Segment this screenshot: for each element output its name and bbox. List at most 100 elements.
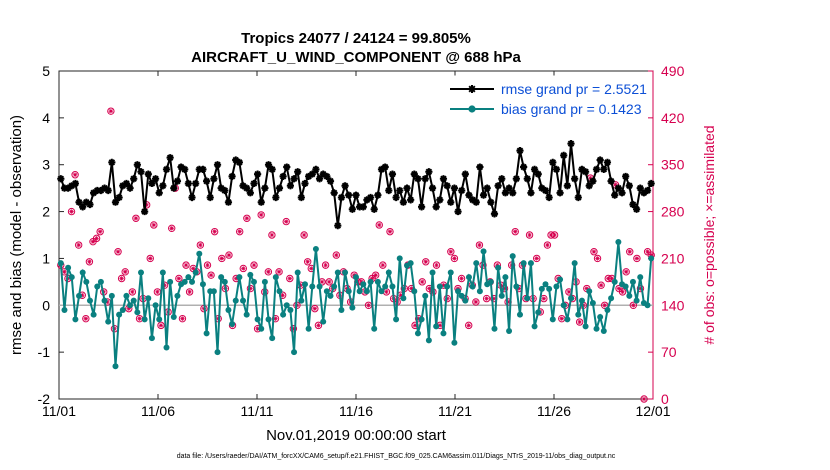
bias-point — [411, 288, 418, 295]
rmse-point — [447, 198, 455, 206]
obs-point-cross — [255, 326, 260, 331]
bias-point — [506, 328, 513, 335]
obs-point-cross — [287, 276, 293, 281]
rmse-point — [501, 189, 510, 197]
obs-point-cross — [83, 316, 89, 321]
bias-point — [119, 306, 126, 313]
obs-point-cross — [273, 316, 278, 321]
obs-point-cross — [366, 303, 371, 308]
obs-point-cross — [312, 306, 318, 311]
rmse-point — [421, 175, 429, 183]
obs-point-cross — [126, 306, 131, 311]
obs-point-cross — [577, 319, 582, 325]
obs-point-cross — [319, 279, 325, 285]
bias-point — [462, 297, 469, 304]
obs-point-cross — [477, 242, 482, 248]
obs-point — [271, 314, 280, 323]
bias-point — [414, 330, 421, 337]
bias-point — [615, 239, 622, 246]
obs-point — [590, 248, 598, 256]
rmse-series — [57, 140, 655, 230]
obs-point-cross — [233, 276, 239, 281]
bias-point — [513, 283, 520, 290]
obs-point-cross — [423, 259, 428, 264]
obs-point — [447, 248, 455, 256]
obs-point — [633, 254, 641, 263]
bias-point — [557, 276, 564, 283]
obs-point-cross — [122, 269, 128, 275]
y-tick-label: 5 — [42, 63, 50, 79]
rmse-point — [578, 165, 586, 173]
obs-point-cross — [441, 283, 446, 288]
rmse-point — [297, 193, 305, 202]
obs-point-cross — [427, 286, 432, 291]
rmse-point — [461, 170, 469, 178]
obs-point-cross — [316, 323, 321, 328]
rmse-point — [356, 203, 364, 211]
obs-point-cross — [591, 249, 597, 254]
bias-point — [458, 292, 465, 299]
bias-point — [331, 283, 338, 290]
bias-point — [301, 281, 308, 288]
bias-point — [542, 281, 549, 288]
bias-point — [83, 278, 90, 285]
bias-point — [116, 311, 123, 318]
rmse-point — [261, 184, 269, 192]
bias-point — [210, 288, 217, 295]
obs-point-cross — [491, 296, 496, 301]
bias-point — [644, 302, 651, 309]
obs-point — [450, 254, 459, 263]
rmse-point — [403, 184, 411, 192]
bias-point — [516, 311, 523, 318]
bias-point — [396, 255, 403, 262]
rmse-point — [622, 172, 630, 181]
obs-point — [196, 241, 205, 249]
obs-point — [203, 261, 212, 269]
rmse-point — [388, 170, 397, 178]
bias-point — [86, 297, 93, 304]
obs-point — [321, 261, 330, 269]
obs-point-cross — [595, 256, 600, 261]
y2-tick-label: 0 — [661, 391, 669, 407]
bias-point — [509, 253, 516, 260]
bias-point — [629, 278, 636, 285]
bias-point — [247, 271, 254, 278]
bias-point — [520, 260, 527, 267]
bias-point — [553, 283, 560, 290]
bias-point — [196, 250, 203, 257]
rmse-point — [370, 205, 378, 213]
bias-point — [323, 288, 330, 295]
rmse-point — [188, 193, 196, 202]
rmse-point — [133, 161, 141, 169]
obs-point-cross — [198, 242, 203, 248]
obs-point — [250, 261, 258, 269]
rmse-point — [483, 184, 491, 192]
obs-point — [264, 268, 273, 276]
obs-point-cross — [516, 286, 522, 291]
bias-point — [389, 283, 396, 290]
bias-point — [436, 283, 443, 290]
obs-point-cross — [412, 323, 418, 328]
rmse-point — [68, 182, 76, 190]
obs-point-cross — [634, 256, 640, 261]
obs-point — [525, 231, 534, 239]
legend-rmse-star — [468, 85, 476, 93]
obs-point-cross — [187, 289, 192, 295]
bias-point — [575, 311, 582, 318]
rmse-point — [596, 156, 604, 164]
obs-point — [482, 294, 491, 303]
bias-point — [578, 297, 585, 304]
rmse-point — [141, 207, 149, 216]
x-axis-label: Nov.01,2019 00:00:00 start — [266, 427, 447, 444]
rmse-point — [217, 184, 225, 192]
bias-point — [371, 325, 378, 332]
obs-point-cross — [373, 272, 378, 278]
rmse-point — [221, 186, 229, 195]
bias-point — [560, 302, 567, 309]
rmse-point — [181, 165, 189, 173]
rmse-point — [82, 198, 90, 206]
obs-point — [286, 274, 294, 283]
obs-point — [67, 207, 76, 216]
obs-point — [85, 258, 94, 266]
obs-point-cross — [76, 242, 81, 248]
